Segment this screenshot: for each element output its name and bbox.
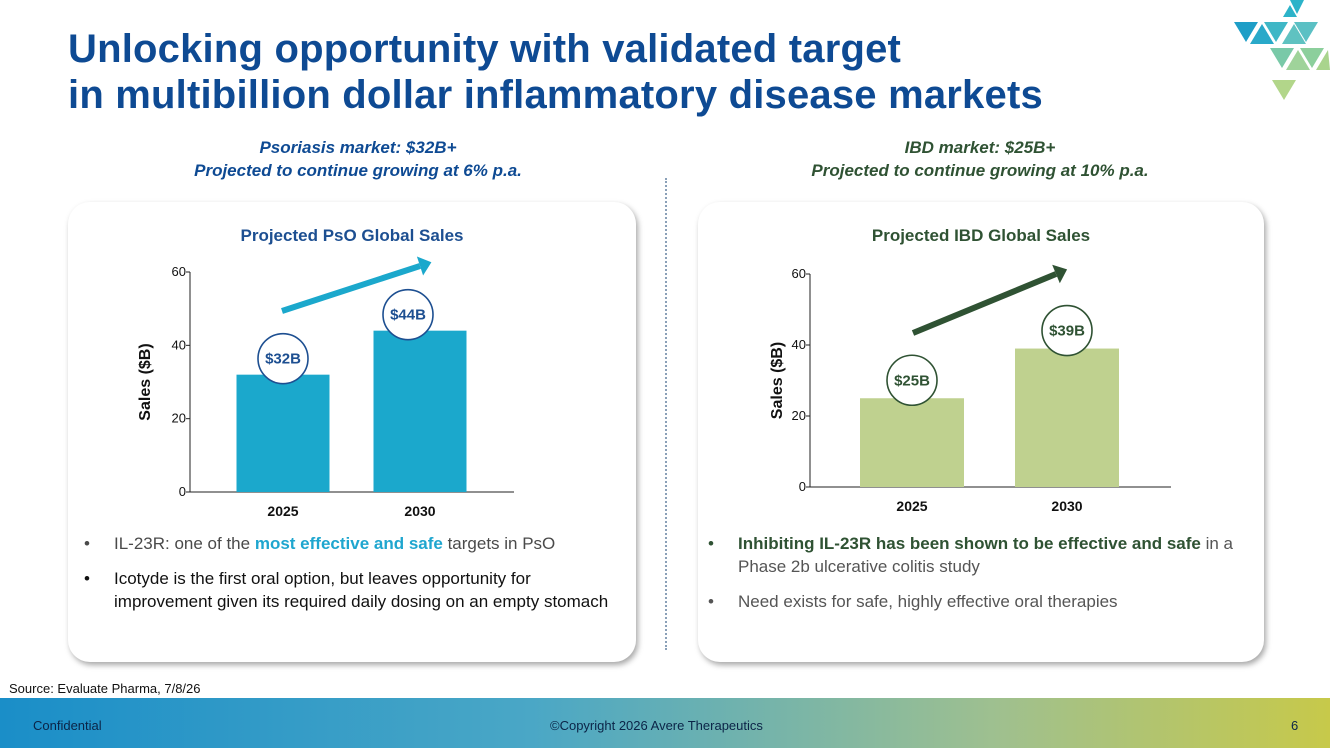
y-tick-label: 20 [792, 408, 806, 423]
data-label-circle [886, 354, 938, 407]
copyright-text: ©Copyright 2026 Avere Therapeutics [550, 718, 763, 733]
list-item: • Need exists for safe, highly effective… [708, 592, 1118, 611]
page-number: 6 [1291, 718, 1299, 733]
bullet-dot: • [708, 592, 714, 611]
data-label: $32B [265, 351, 301, 368]
data-label-circle [382, 288, 434, 341]
source-note: Source: Evaluate Pharma, 7/8/26 [9, 681, 201, 696]
trend-arrowhead-icon [1052, 264, 1068, 284]
trend-arrow-icon [911, 271, 1058, 336]
bar-2030 [373, 330, 467, 492]
x-tick-label: 2030 [1051, 498, 1082, 514]
ibd-card: Projected IBD Global Sales 0 20 40 60 Sales … [698, 202, 1264, 662]
company-logo-icon [1234, 0, 1330, 100]
bullet-dot: • [708, 534, 714, 553]
data-label-circle [1041, 304, 1093, 357]
ibd-market-subhead: IBD market: $25B+ Projected to continue … [811, 138, 1149, 180]
y-tick-label: 60 [172, 264, 186, 279]
ibd-sales-chart: 0 20 40 60 Sales ($B) 2025 $25B 2030 $39B [769, 264, 1171, 514]
x-tick-label: 2025 [267, 503, 298, 519]
y-axis-label: Sales ($B) [137, 343, 154, 420]
slide-title: Unlocking opportunity with validated tar… [68, 26, 1043, 118]
ibd-chart-title: Projected IBD Global Sales [871, 226, 1091, 245]
x-tick-label: 2030 [404, 503, 435, 519]
list-item: • Icotyde is the first oral option, but … [84, 569, 609, 611]
panel-divider [665, 178, 667, 650]
data-label-circle [257, 332, 309, 385]
bullet-dot: • [84, 534, 90, 553]
title-line-2: in multibillion dollar inflammatory dise… [68, 73, 1043, 117]
bullet-dot: • [84, 569, 90, 588]
y-tick-label: 0 [799, 479, 806, 494]
pso-chart-title: Projected PsO Global Sales [240, 226, 464, 245]
bar-2025 [236, 374, 330, 492]
title-line-1: Unlocking opportunity with validated tar… [68, 27, 902, 71]
data-label: $39B [1049, 323, 1085, 340]
trend-arrowhead-icon [416, 256, 432, 276]
x-tick-label: 2025 [896, 498, 927, 514]
trend-arrow-icon [281, 263, 421, 314]
pso-bullet-list: • IL-23R: one of the most effective and … [84, 532, 624, 625]
psoriasis-market-subhead: Psoriasis market: $32B+ Projected to con… [194, 138, 522, 180]
y-axis-label: Sales ($B) [769, 342, 786, 419]
psoriasis-card: Projected PsO Global Sales 0 20 40 60 Sales … [68, 202, 636, 662]
pso-sales-chart: 0 20 40 60 Sales ($B) 2025 $32B 2030 $44B [137, 256, 514, 519]
footer-bar: Confidential ©Copyright 2026 Avere Thera… [0, 698, 1330, 748]
data-label: $25B [894, 372, 930, 389]
y-tick-label: 40 [792, 337, 806, 352]
y-tick-label: 20 [172, 411, 186, 426]
list-item: • Inhibiting IL-23R has been shown to be… [708, 534, 1233, 576]
y-tick-label: 60 [792, 266, 806, 281]
data-label: $44B [390, 307, 426, 324]
bar-2030 [1015, 348, 1119, 487]
bar-2025 [860, 398, 964, 487]
ibd-bullet-list: • Inhibiting IL-23R has been shown to be… [708, 532, 1248, 625]
confidential-label: Confidential [33, 718, 102, 733]
y-tick-label: 0 [179, 484, 186, 499]
y-tick-label: 40 [172, 337, 186, 352]
list-item: • IL-23R: one of the most effective and … [84, 534, 556, 553]
